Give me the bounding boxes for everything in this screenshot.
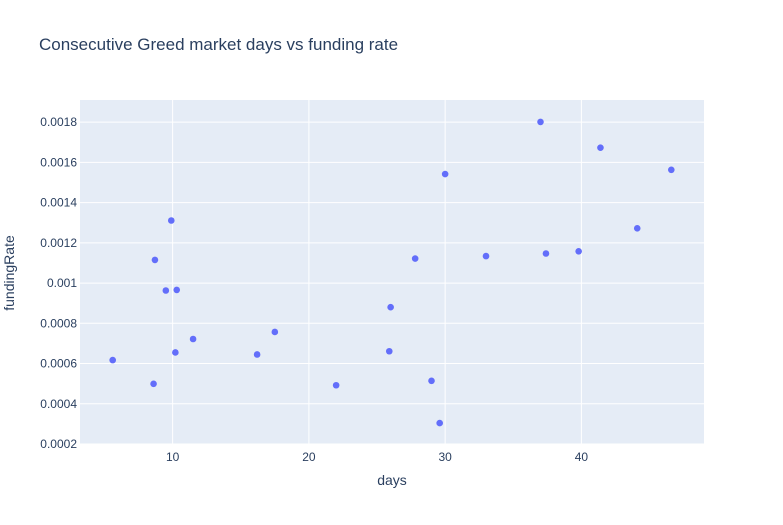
data-point[interactable]	[441, 170, 449, 178]
data-point[interactable]	[173, 286, 181, 294]
y-tick-label: 0.0018	[40, 115, 77, 129]
data-points[interactable]	[109, 118, 675, 427]
y-tick-label: 0.0006	[40, 357, 77, 371]
data-point[interactable]	[428, 377, 435, 385]
data-point[interactable]	[150, 380, 157, 388]
data-point[interactable]	[385, 347, 393, 355]
x-tick-label: 40	[575, 450, 589, 464]
data-point[interactable]	[172, 349, 179, 356]
data-point[interactable]	[668, 166, 675, 174]
grid-lines	[80, 100, 704, 445]
y-tick-label: 0.0002	[40, 437, 77, 451]
x-axis-title: days	[377, 472, 407, 488]
data-point[interactable]	[109, 356, 116, 364]
y-tick-label: 0.0004	[40, 397, 77, 411]
data-point[interactable]	[575, 247, 582, 255]
chart-title: Consecutive Greed market days vs funding…	[39, 35, 398, 54]
data-point[interactable]	[542, 250, 550, 257]
y-tick-label: 0.0014	[40, 196, 77, 210]
y-tick-label: 0.0012	[40, 236, 77, 250]
data-point[interactable]	[633, 225, 641, 232]
x-axis-ticks: 10 20 30 40	[166, 450, 588, 464]
data-point[interactable]	[482, 252, 490, 260]
x-tick-label: 30	[438, 450, 452, 464]
y-tick-label: 0.0008	[40, 316, 77, 330]
y-tick-label: 0.001	[47, 276, 77, 290]
data-point[interactable]	[387, 303, 394, 311]
x-tick-label: 10	[166, 450, 180, 464]
y-axis-ticks: 0.0002 0.0004 0.0006 0.0008 0.001 0.0012 0.001…	[40, 115, 77, 451]
data-point[interactable]	[162, 287, 170, 294]
data-point[interactable]	[271, 328, 279, 336]
x-tick-label: 20	[302, 450, 316, 464]
data-point[interactable]	[151, 256, 159, 264]
data-point[interactable]	[332, 381, 340, 389]
y-axis-title: fundingRate	[1, 235, 17, 311]
plot-area	[80, 100, 704, 444]
data-point[interactable]	[537, 118, 544, 126]
data-point[interactable]	[189, 335, 197, 343]
y-tick-label: 0.0016	[40, 155, 77, 169]
data-point[interactable]	[167, 217, 175, 224]
data-point[interactable]	[597, 144, 604, 151]
data-point[interactable]	[411, 255, 419, 262]
data-point[interactable]	[436, 419, 443, 427]
data-point[interactable]	[253, 351, 261, 358]
